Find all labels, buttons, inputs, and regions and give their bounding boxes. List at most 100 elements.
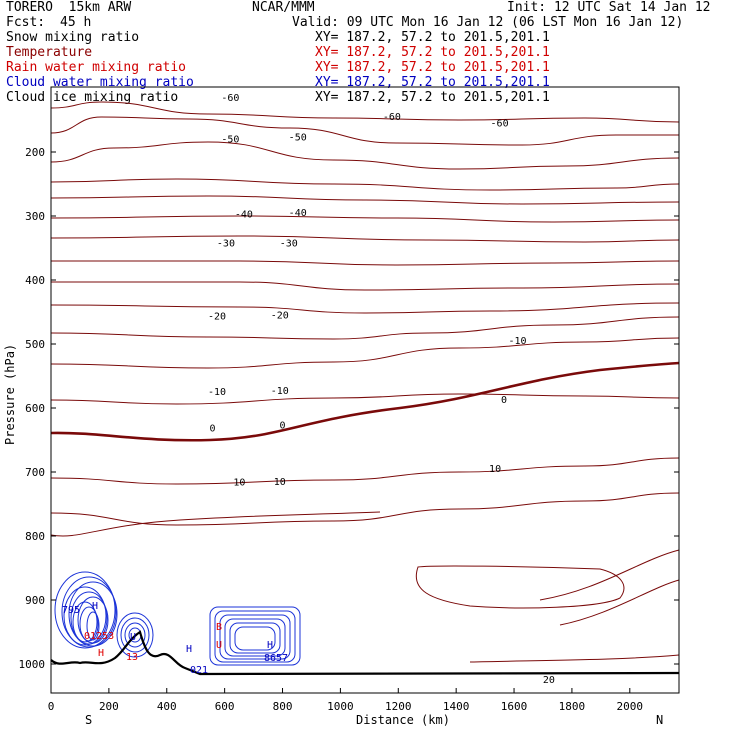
isotherm-label: -10 <box>508 336 526 347</box>
x-tick-label: 1600 <box>501 700 528 713</box>
isotherm-label: -20 <box>208 312 226 323</box>
cloud-water-contour <box>124 622 146 648</box>
isotherm <box>469 654 680 663</box>
cloud-water-contour <box>209 606 301 666</box>
cloud-water-contour <box>72 601 98 643</box>
x-axis-right-end: N <box>656 713 663 727</box>
isotherm-label: -60 <box>221 93 239 104</box>
isotherm <box>50 101 680 123</box>
legend-cloudwater-xy: XY= 187.2, 57.2 to 201.5,201.1 <box>315 75 550 90</box>
isotherm <box>539 549 680 601</box>
y-tick-label: 400 <box>25 274 45 287</box>
isotherm <box>50 195 680 205</box>
x-tick-label: 0 <box>48 700 55 713</box>
field-label: 795 <box>62 605 80 616</box>
isotherm <box>50 316 680 340</box>
y-tick-label: 200 <box>25 146 45 159</box>
forecast-label: Fcst: <box>6 15 46 30</box>
y-axis-title: Pressure (hPa) <box>3 344 17 445</box>
x-tick-label: 200 <box>99 700 119 713</box>
freezing-level-isotherm <box>50 361 680 442</box>
cloud-water-contour <box>116 612 154 658</box>
y-axis: 200 300 400 500 600 700 800 900 1000 <box>19 146 679 671</box>
cloud-water-contour <box>86 611 100 641</box>
y-tick-label: 600 <box>25 402 45 415</box>
isotherm-label: -10 <box>271 386 289 397</box>
legend-cloudice-label: Cloud ice mixing ratio <box>6 90 179 105</box>
field-label: 8657 <box>264 653 288 664</box>
x-axis-left-end: S <box>85 713 92 727</box>
isotherm-label: 0 <box>279 420 285 431</box>
isotherm <box>51 260 680 266</box>
cloud-water-contour <box>54 571 116 649</box>
isotherm <box>50 281 680 291</box>
isotherm <box>50 337 680 369</box>
x-tick-label: 600 <box>215 700 235 713</box>
isotherm-label: 20 <box>543 675 555 686</box>
isotherm <box>50 511 381 537</box>
field-label: U <box>216 640 222 651</box>
legend-snow-label: Snow mixing ratio <box>6 30 140 45</box>
x-tick-label: 2000 <box>617 700 644 713</box>
cloud-water-contour <box>214 610 296 663</box>
field-label: U <box>130 632 136 643</box>
legend-cloudwater-label: Cloud water mixing ratio <box>6 75 194 90</box>
field-labels: 795 H 01253 H 13 021 H B H 8657 U U <box>62 601 288 676</box>
field-label: H <box>267 640 273 651</box>
center-name: NCAR/MMM <box>252 0 315 15</box>
isotherm-label: 10 <box>274 477 286 488</box>
x-tick-label: 1400 <box>443 700 470 713</box>
field-label: 13 <box>126 652 138 663</box>
y-tick-label: 800 <box>25 530 45 543</box>
isotherm-label: -60 <box>491 118 509 129</box>
cloud-water-contours <box>54 571 301 666</box>
isotherm-label: -60 <box>383 112 401 123</box>
forecast-hours: 45 h <box>60 15 92 30</box>
isotherm-label: -50 <box>289 132 307 143</box>
y-tick-label: 700 <box>25 466 45 479</box>
isotherm <box>559 579 680 626</box>
cloud-water-contour <box>79 606 99 642</box>
y-tick-label: 1000 <box>19 658 46 671</box>
x-tick-label: 800 <box>273 700 293 713</box>
cloud-water-contour <box>219 614 291 660</box>
isotherm <box>50 141 680 170</box>
isotherm-label: -50 <box>221 134 239 145</box>
terrain-profile <box>50 630 680 676</box>
legend-cloudice-xy: XY= 187.2, 57.2 to 201.5,201.1 <box>315 90 550 105</box>
isotherm <box>50 457 680 485</box>
temperature-contours <box>50 101 680 663</box>
x-axis: 0 200 400 600 800 1000 1200 1400 1600 1800 2000 <box>48 688 643 713</box>
x-tick-label: 1800 <box>559 700 586 713</box>
field-label: H <box>98 648 104 659</box>
y-tick-label: 900 <box>25 594 45 607</box>
x-tick-label: 400 <box>157 700 177 713</box>
cloud-water-contour <box>70 591 108 645</box>
valid-time: Valid: 09 UTC Mon 16 Jan 12 (06 LST Mon … <box>292 15 684 30</box>
isotherm <box>50 178 680 191</box>
legend-rain-label: Rain water mixing ratio <box>6 60 187 75</box>
isotherm-label: -10 <box>208 387 226 398</box>
x-tick-label: 1200 <box>385 700 412 713</box>
y-tick-label: 500 <box>25 338 45 351</box>
y-tick-label: 300 <box>25 210 45 223</box>
isotherm <box>50 302 680 314</box>
plot-frame <box>50 86 680 694</box>
terrain-line <box>50 630 680 676</box>
isotherm <box>50 393 680 405</box>
isotherm-label: -30 <box>280 239 298 250</box>
field-label: H <box>186 644 192 655</box>
x-axis-title: Distance (km) <box>356 713 450 727</box>
isotherm-label: 10 <box>489 464 501 475</box>
legend-temperature-label: Temperature <box>6 45 93 60</box>
isotherm <box>50 235 680 243</box>
isotherm <box>50 492 680 526</box>
x-tick-label: 1000 <box>327 700 354 713</box>
cloud-water-contour <box>63 586 107 646</box>
cloud-water-contour <box>68 581 118 647</box>
isotherm <box>50 215 680 223</box>
legend-rain-xy: XY= 187.2, 57.2 to 201.5,201.1 <box>315 60 550 75</box>
cloud-water-contour <box>77 596 109 644</box>
temperature-labels: -60 -60 -60 -50 -50 -40 -40 -30 -30 -20 -20 -10 -10 -… <box>208 93 555 686</box>
